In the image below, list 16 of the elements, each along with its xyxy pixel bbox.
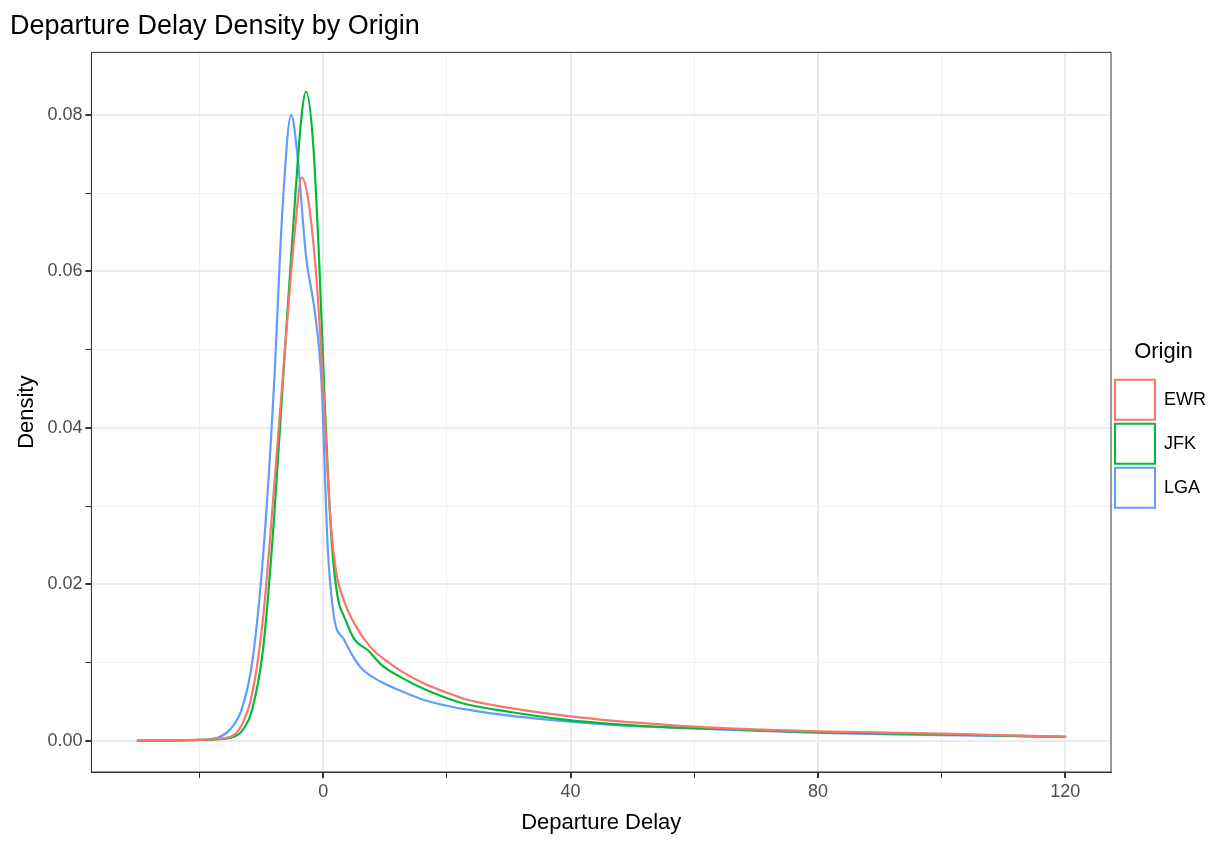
x-tick-label: 0 bbox=[318, 780, 329, 801]
y-tick-label: 0.02 bbox=[47, 573, 83, 594]
chart-title: Departure Delay Density by Origin bbox=[10, 9, 420, 40]
x-tick-label: 80 bbox=[807, 780, 828, 801]
y-tick-label: 0.06 bbox=[47, 260, 83, 281]
legend-label: LGA bbox=[1164, 476, 1201, 497]
text: 0.00 bbox=[47, 729, 83, 750]
legend-label: JFK bbox=[1164, 432, 1197, 453]
legend-title: Origin bbox=[1134, 338, 1193, 364]
y-tick-label: 0.08 bbox=[47, 103, 83, 124]
x-axis-title: Departure Delay bbox=[521, 808, 682, 834]
x-tick-label: 120 bbox=[1050, 780, 1081, 801]
legend-label: EWR bbox=[1164, 388, 1207, 409]
x-tick-label: 40 bbox=[560, 780, 581, 801]
y-tick-label: 0.04 bbox=[47, 416, 83, 437]
y-axis-title: Density bbox=[13, 375, 39, 449]
